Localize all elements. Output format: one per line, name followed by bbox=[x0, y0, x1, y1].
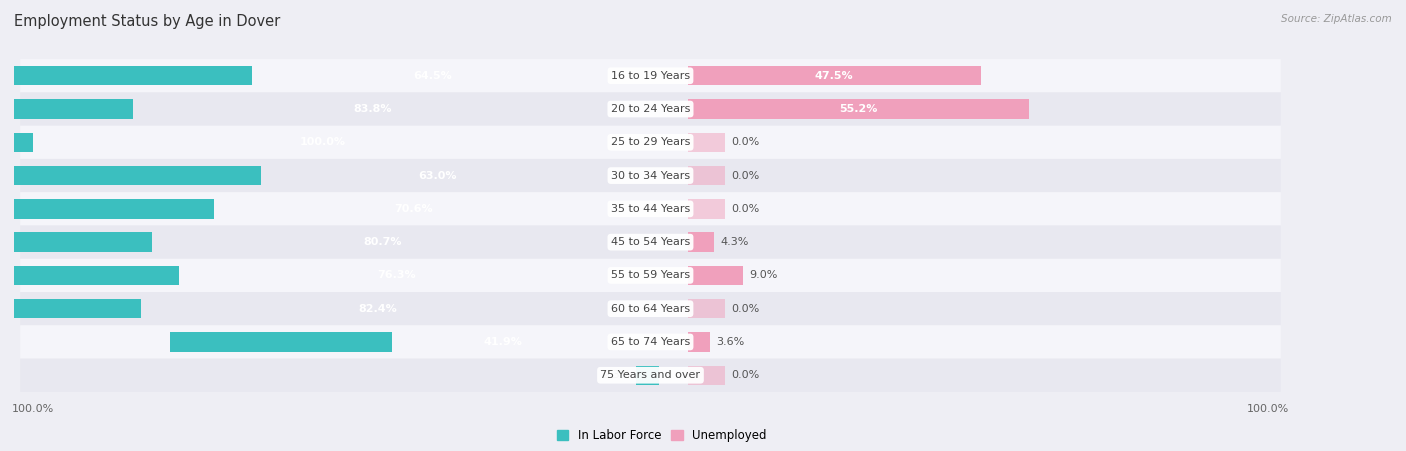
Text: 65 to 74 Years: 65 to 74 Years bbox=[610, 337, 690, 347]
Text: 82.4%: 82.4% bbox=[359, 304, 396, 314]
Bar bbox=[688, 166, 724, 185]
Bar bbox=[0, 99, 132, 119]
Text: 16 to 19 Years: 16 to 19 Years bbox=[612, 71, 690, 81]
Text: 41.9%: 41.9% bbox=[484, 337, 522, 347]
FancyBboxPatch shape bbox=[20, 126, 1281, 159]
Text: 64.5%: 64.5% bbox=[413, 71, 453, 81]
Text: 76.3%: 76.3% bbox=[377, 271, 416, 281]
Text: 60 to 64 Years: 60 to 64 Years bbox=[612, 304, 690, 314]
FancyBboxPatch shape bbox=[20, 359, 1281, 392]
Bar bbox=[688, 133, 724, 152]
Bar bbox=[170, 332, 392, 352]
FancyBboxPatch shape bbox=[20, 259, 1281, 292]
Text: 63.0%: 63.0% bbox=[418, 170, 457, 180]
Text: 0.0%: 0.0% bbox=[731, 304, 759, 314]
Legend: In Labor Force, Unemployed: In Labor Force, Unemployed bbox=[557, 429, 766, 442]
Bar bbox=[688, 66, 981, 85]
Text: 55.2%: 55.2% bbox=[839, 104, 877, 114]
Bar bbox=[0, 299, 142, 318]
Text: 0.0%: 0.0% bbox=[731, 137, 759, 147]
Text: 80.7%: 80.7% bbox=[363, 237, 402, 247]
Bar bbox=[688, 232, 714, 252]
Bar bbox=[688, 99, 1029, 119]
Text: 45 to 54 Years: 45 to 54 Years bbox=[610, 237, 690, 247]
Text: 25 to 29 Years: 25 to 29 Years bbox=[610, 137, 690, 147]
Text: 75 Years and over: 75 Years and over bbox=[600, 370, 700, 380]
Text: 20 to 24 Years: 20 to 24 Years bbox=[610, 104, 690, 114]
Bar bbox=[688, 266, 744, 285]
Bar bbox=[0, 199, 214, 219]
Text: 70.6%: 70.6% bbox=[395, 204, 433, 214]
Bar bbox=[688, 299, 724, 318]
Text: Employment Status by Age in Dover: Employment Status by Age in Dover bbox=[14, 14, 280, 28]
Bar bbox=[0, 232, 152, 252]
Text: 0.0%: 0.0% bbox=[731, 204, 759, 214]
FancyBboxPatch shape bbox=[20, 292, 1281, 325]
Text: Source: ZipAtlas.com: Source: ZipAtlas.com bbox=[1281, 14, 1392, 23]
FancyBboxPatch shape bbox=[20, 59, 1281, 92]
Text: 83.8%: 83.8% bbox=[354, 104, 392, 114]
Text: 55 to 59 Years: 55 to 59 Years bbox=[612, 271, 690, 281]
FancyBboxPatch shape bbox=[20, 159, 1281, 192]
Bar bbox=[637, 366, 659, 385]
Bar bbox=[688, 199, 724, 219]
Text: 3.6%: 3.6% bbox=[716, 337, 744, 347]
Bar bbox=[0, 133, 32, 152]
Bar bbox=[0, 66, 252, 85]
Text: 0.0%: 0.0% bbox=[731, 370, 759, 380]
Bar bbox=[0, 266, 179, 285]
FancyBboxPatch shape bbox=[20, 92, 1281, 126]
FancyBboxPatch shape bbox=[20, 226, 1281, 259]
Text: 30 to 34 Years: 30 to 34 Years bbox=[612, 170, 690, 180]
Text: 100.0%: 100.0% bbox=[299, 137, 346, 147]
Text: 47.5%: 47.5% bbox=[815, 71, 853, 81]
Text: 0.0%: 0.0% bbox=[731, 170, 759, 180]
Text: 9.0%: 9.0% bbox=[749, 271, 778, 281]
Text: 2.3%: 2.3% bbox=[602, 370, 630, 380]
Text: 4.3%: 4.3% bbox=[720, 237, 748, 247]
Bar bbox=[0, 166, 262, 185]
FancyBboxPatch shape bbox=[20, 192, 1281, 226]
FancyBboxPatch shape bbox=[20, 325, 1281, 359]
Bar bbox=[688, 366, 724, 385]
Bar bbox=[688, 332, 710, 352]
Text: 35 to 44 Years: 35 to 44 Years bbox=[610, 204, 690, 214]
